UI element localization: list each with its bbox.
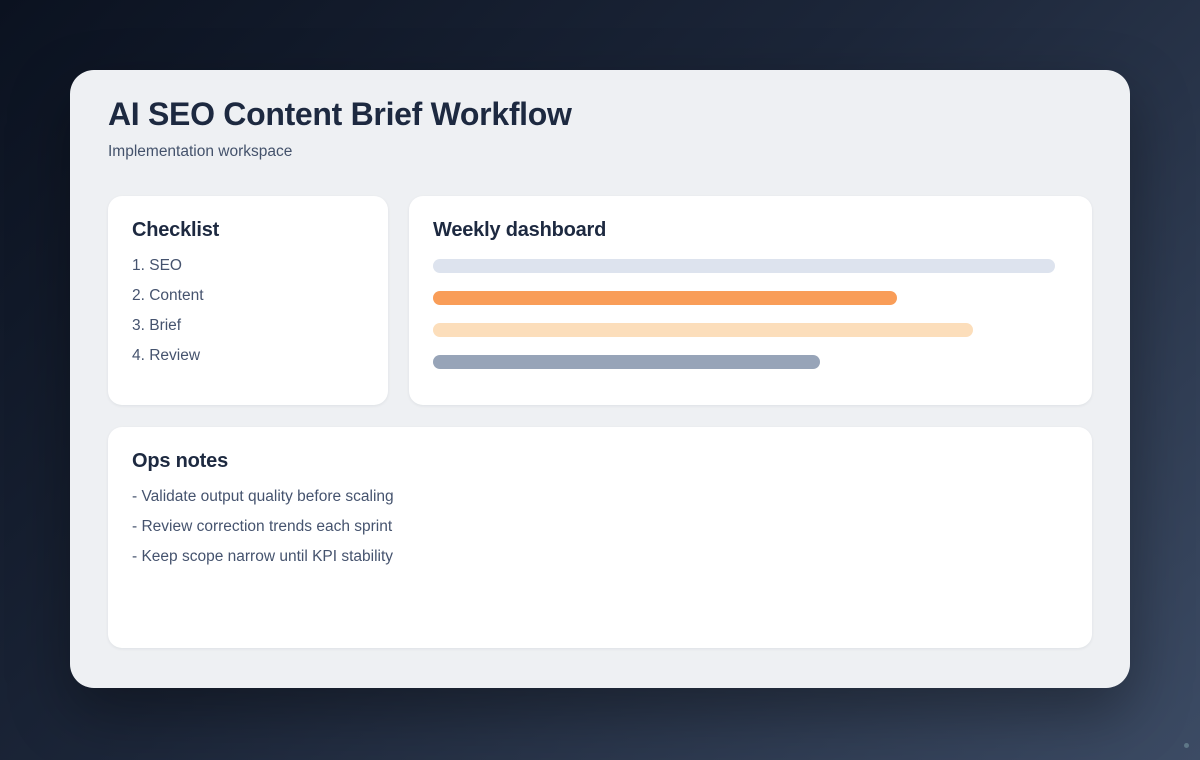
checklist-item: 2. Content — [132, 287, 204, 304]
decorative-dot — [1184, 743, 1189, 748]
checklist-item: 4. Review — [132, 347, 201, 364]
checklist-card: Checklist 1. SEO 2. Content 3. Brief 4. Rev… — [108, 196, 388, 405]
ops-notes-heading: Ops notes — [132, 450, 228, 472]
checklist-heading: Checklist — [132, 219, 220, 241]
workspace-panel: AI SEO Content Brief Workflow Implementa… — [70, 70, 1130, 688]
ops-note-item: - Keep scope narrow until KPI stability — [132, 548, 394, 565]
weekly-dashboard-card: Weekly dashboard — [409, 196, 1092, 405]
page-title: AI SEO Content Brief Workflow — [108, 96, 572, 132]
page-subtitle: Implementation workspace — [108, 143, 293, 160]
dashboard-bar-3 — [433, 323, 973, 337]
ops-notes-items: - Validate output quality before scaling… — [132, 482, 1068, 572]
checklist-item: 1. SEO — [132, 257, 182, 274]
dashboard-bar-4 — [433, 355, 821, 369]
weekly-dashboard-heading: Weekly dashboard — [433, 219, 607, 241]
cards-row: Checklist 1. SEO 2. Content 3. Brief 4. Rev… — [108, 196, 1092, 405]
ops-notes-card: Ops notes - Validate output quality befo… — [108, 427, 1092, 648]
dashboard-bar-1 — [433, 259, 1056, 273]
ops-note-item: - Validate output quality before scaling — [132, 488, 394, 505]
checklist-items: 1. SEO 2. Content 3. Brief 4. Review — [132, 251, 364, 371]
dashboard-bars — [433, 259, 1068, 369]
ops-note-item: - Review correction trends each sprint — [132, 518, 393, 535]
checklist-item: 3. Brief — [132, 317, 182, 334]
dashboard-bar-2 — [433, 291, 897, 305]
